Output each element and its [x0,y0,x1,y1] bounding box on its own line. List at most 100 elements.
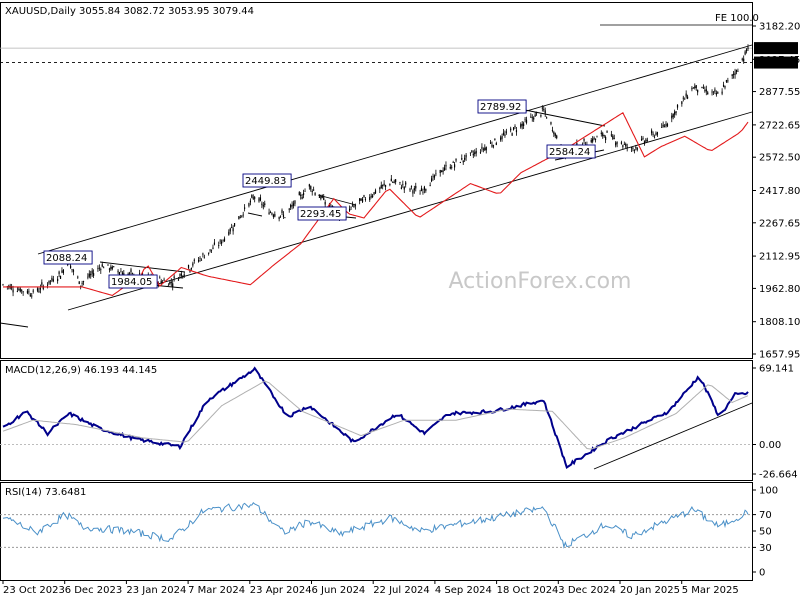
candle-body [459,162,461,163]
candle-body [681,101,683,105]
candle-body [643,141,646,144]
candle-body [590,139,592,143]
candle-body [46,284,49,286]
candle-body [520,124,522,128]
chart-title: XAUUSD,Daily 3055.84 3082.72 3053.95 307… [5,6,254,17]
candle-body [675,111,677,113]
candle-body [524,118,526,120]
candle-body [361,198,364,202]
price-axis-label: 2417.80 [759,186,800,197]
rsi-axis-label: 70 [759,510,772,521]
candle-body [311,190,313,193]
candle-body [514,126,516,128]
candle-body [103,267,105,269]
candle-body [425,189,427,191]
candle-body [279,215,282,217]
candle-body [694,86,696,89]
candle-body [302,192,305,196]
candle-body [481,146,483,149]
candle-body [290,205,292,208]
candle-body [141,273,144,275]
candle-body [52,279,54,282]
candle-body [645,139,647,142]
candle-body [423,186,425,190]
candle-body [239,217,241,219]
candle-body [350,206,352,208]
candle-body [695,85,697,88]
candle-body [169,281,171,285]
candle-body [439,169,441,174]
candle-body [682,97,684,99]
macd-axis-label: 0.00 [759,440,781,451]
candle-body [743,58,745,62]
date-axis-label: 6 Jun 2024 [312,585,366,596]
svg-text:2293.45: 2293.45 [300,209,341,220]
candle-body [400,187,402,189]
candle-body [19,288,21,292]
candle-body [389,184,391,185]
candle-body [36,288,39,291]
date-axis-label: 3 Dec 2024 [558,585,616,596]
candle-body [313,189,315,191]
candle-body [462,160,464,163]
candle-body [455,158,457,161]
candle-body [482,148,484,150]
candle-body [252,197,254,199]
candle-body [67,264,69,266]
candle-body [512,127,515,130]
macd-trendline [593,402,753,470]
candle-body [370,196,372,197]
candle-body [515,130,518,133]
candle-body [410,185,413,187]
candle-body [162,282,164,284]
candle-body [167,284,169,286]
candle-body [249,200,251,203]
candle-body [642,137,644,139]
date-axis-label: 6 Dec 2023 [65,585,123,596]
candle-body [288,208,290,210]
candle-body [373,192,375,195]
candle-body [282,214,285,217]
candle-body [38,290,40,293]
price-axis-label: 2877.55 [759,87,800,98]
candle-body [666,123,669,127]
candle-body [702,87,705,89]
candle-body [218,245,220,246]
candle-body [646,139,648,141]
candle-body [472,153,474,156]
candle-body [159,277,161,279]
channel-upper [37,44,753,255]
candle-body [48,280,50,284]
candle-body [491,144,493,147]
candle-body [382,184,384,186]
candle-body [101,264,103,267]
candle-body [502,132,505,135]
price-axis-label: 1808.10 [759,317,800,328]
candle-body [310,186,312,190]
candle-body [300,194,302,197]
candle-body [697,89,699,93]
wedge-top [317,194,357,206]
candle-body [331,205,333,207]
candle-body [725,80,728,82]
candle-body [88,273,90,277]
price-annotation: 2088.24 [43,250,93,265]
candle-body [272,214,274,217]
macd-axis-label: 69.141 [759,364,794,375]
candle-body [451,166,453,168]
candle-body [208,252,210,254]
candle-body [603,135,605,137]
candle-body [49,280,52,282]
candle-body [128,272,131,274]
candle-body [32,290,34,292]
candle-body [505,131,507,133]
candle-body [672,113,674,117]
candle-body [692,87,694,89]
candle-body [281,210,283,214]
candle-body [443,167,446,171]
price-annotation: 1984.05 [108,274,158,289]
candle-body [504,134,506,137]
candle-body [202,253,204,255]
svg-text:3079.44: 3079.44 [757,44,798,55]
